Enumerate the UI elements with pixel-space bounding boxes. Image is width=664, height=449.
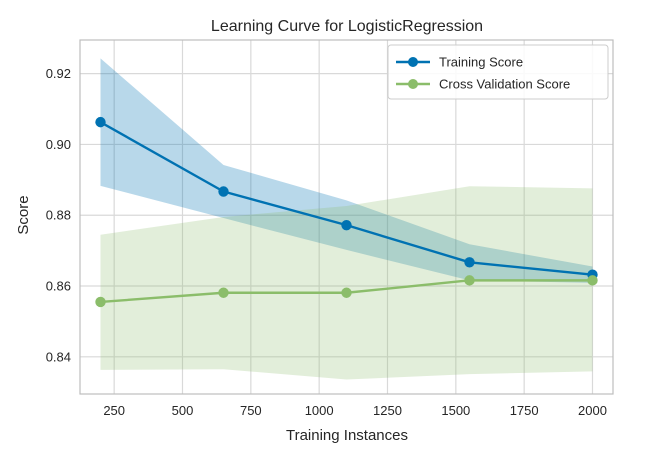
score-points xyxy=(95,116,598,308)
x-tick-label: 1500 xyxy=(441,403,470,418)
legend: Training Score Cross Validation Score xyxy=(387,44,609,100)
y-tick-label: 0.90 xyxy=(46,137,71,152)
legend-swatch-marker-cross-validation-score xyxy=(408,79,418,89)
y-tick-label: 0.86 xyxy=(46,279,71,294)
y-tick-label: 0.88 xyxy=(46,208,71,223)
training-score-point xyxy=(95,116,106,128)
cross-validation-score-point xyxy=(464,275,475,286)
x-tick-label: 1250 xyxy=(373,403,402,418)
cross-validation-score-point xyxy=(95,296,106,308)
training-score-point xyxy=(464,257,475,268)
plot-frame xyxy=(79,39,614,395)
legend-swatch-marker-training-score xyxy=(408,57,418,67)
legend-box xyxy=(387,44,609,100)
x-tick-label: 2000 xyxy=(578,403,607,418)
cross-validation-score-point xyxy=(218,287,229,298)
cross-validation-score-point xyxy=(341,287,352,298)
training-score-point xyxy=(218,186,229,197)
cross-validation-score-band xyxy=(100,186,593,380)
x-axis-label: Training Instances xyxy=(286,427,408,444)
x-tick-label: 500 xyxy=(172,403,194,418)
plot-border xyxy=(79,39,614,395)
y-tick-label: 0.84 xyxy=(46,349,71,364)
y-axis-label: Score xyxy=(15,195,32,234)
legend-label-training-score: Training Score xyxy=(439,55,523,70)
training-score-point xyxy=(341,219,352,231)
y-tick-label: 0.92 xyxy=(46,66,71,81)
x-tick-label: 750 xyxy=(240,403,262,418)
legend-label-cross-validation-score: Cross Validation Score xyxy=(439,77,570,92)
chart-title: Learning Curve for LogisticRegression xyxy=(211,18,483,35)
cross-validation-score-point xyxy=(587,275,598,286)
x-tick-label: 250 xyxy=(103,403,125,418)
score-bands xyxy=(100,58,593,380)
x-tick-labels: 250 500 750 1000 1250 1500 1750 2000 xyxy=(103,403,607,418)
x-tick-label: 1750 xyxy=(510,403,539,418)
x-tick-label: 1000 xyxy=(305,403,334,418)
y-tick-labels: 0.84 0.86 0.88 0.90 0.92 xyxy=(46,66,71,364)
training-score-band xyxy=(100,58,593,283)
